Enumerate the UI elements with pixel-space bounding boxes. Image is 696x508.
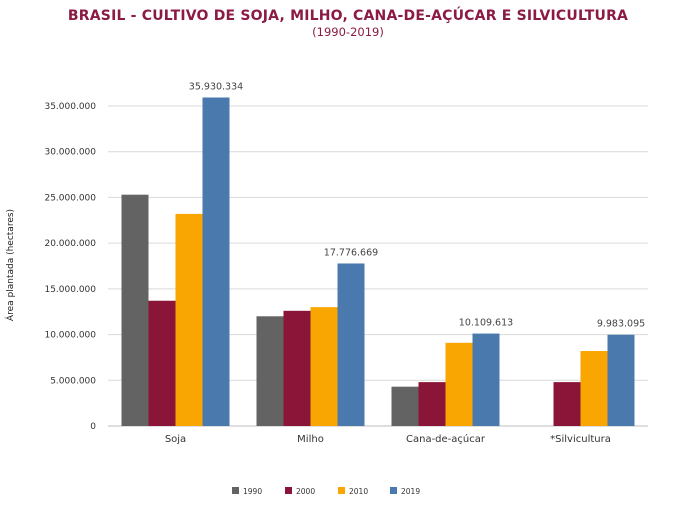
chart-subtitle: (1990-2019) <box>312 25 384 39</box>
bar-2010 <box>310 307 338 426</box>
bar-1990 <box>121 194 149 426</box>
legend-label: 2010 <box>349 487 368 496</box>
y-tick-label: 0 <box>90 422 96 432</box>
bar-2000 <box>553 382 581 426</box>
bar-2010 <box>175 213 203 426</box>
data-labels: 35.930.334 17.776.669 10.109.613 9.983.095 <box>189 81 645 329</box>
category-label: *Silvicultura <box>550 434 611 445</box>
y-axis-ticks: 0 5.000.000 10.000.000 15.000.000 20.000.000… <box>44 102 96 432</box>
bar-2000 <box>418 382 446 426</box>
bar-2000 <box>148 300 176 426</box>
data-label: 9.983.095 <box>597 319 645 330</box>
y-axis-label: Área plantada (hectares) <box>4 209 16 321</box>
bar-2010 <box>580 351 608 426</box>
legend: 1990 2000 2010 2019 <box>232 487 420 496</box>
bars <box>121 97 635 427</box>
bar-2019 <box>202 97 230 427</box>
bar-2019 <box>607 334 635 426</box>
x-axis-categories: Soja Milho Cana-de-açúcar *Silvicultura <box>165 433 611 445</box>
y-tick-label: 5.000.000 <box>50 376 96 386</box>
legend-swatch <box>338 487 345 494</box>
bar-2019 <box>472 333 500 426</box>
bar-1990 <box>391 386 419 426</box>
data-label: 17.776.669 <box>324 247 378 258</box>
y-tick-label: 15.000.000 <box>44 285 96 295</box>
legend-swatch <box>232 487 239 494</box>
y-tick-label: 10.000.000 <box>44 331 96 341</box>
data-label: 10.109.613 <box>459 318 513 329</box>
y-tick-label: 35.000.000 <box>44 102 96 112</box>
bar-2010 <box>445 342 473 426</box>
y-tick-label: 30.000.000 <box>44 148 96 158</box>
legend-swatch <box>285 487 292 494</box>
bar-2000 <box>283 310 311 426</box>
category-label: Cana-de-açúcar <box>406 433 486 445</box>
bar-2019 <box>337 263 365 426</box>
data-label: 35.930.334 <box>189 81 243 92</box>
legend-label: 2019 <box>401 487 420 496</box>
category-label: Soja <box>165 434 186 445</box>
chart-title: BRASIL - CULTIVO DE SOJA, MILHO, CANA-DE… <box>67 8 629 24</box>
category-label: Milho <box>297 434 324 445</box>
legend-label: 1990 <box>243 487 262 496</box>
y-tick-label: 25.000.000 <box>44 193 96 203</box>
y-tick-label: 20.000.000 <box>44 239 96 249</box>
legend-label: 2000 <box>296 487 315 496</box>
bar-1990 <box>256 316 284 426</box>
legend-swatch <box>390 487 397 494</box>
